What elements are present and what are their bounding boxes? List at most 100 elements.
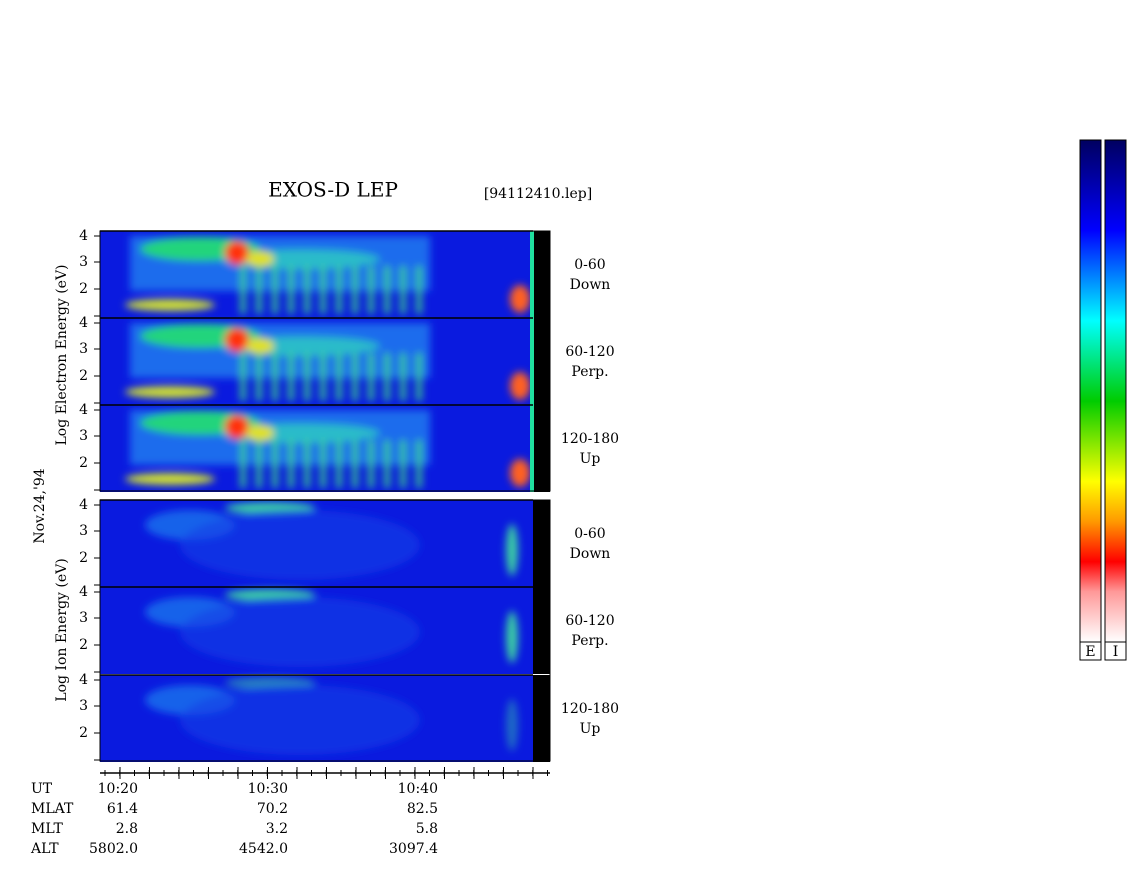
panel-dark-strip — [533, 405, 550, 492]
feature — [336, 266, 342, 314]
y-tick-label: 2 — [79, 550, 88, 566]
ion-axis-label: Log Ion Energy (eV) — [54, 558, 70, 701]
feature — [240, 266, 246, 314]
panel-direction: Down — [570, 546, 611, 562]
feature — [336, 353, 342, 401]
panel-dark-strip — [533, 587, 550, 674]
feature — [510, 459, 530, 487]
feature — [256, 266, 262, 314]
y-tick-label: 3 — [79, 610, 88, 626]
row-value: 70.2 — [257, 801, 288, 817]
y-tick-label: 3 — [79, 428, 88, 444]
row-value: 4542.0 — [239, 841, 288, 857]
feature — [246, 251, 274, 267]
feature — [125, 299, 215, 311]
y-tick-label: 3 — [79, 523, 88, 539]
feature — [506, 611, 518, 663]
feature — [272, 266, 278, 314]
row-label: MLAT — [31, 801, 74, 817]
group-border — [99, 230, 551, 492]
y-tick-label: 2 — [79, 455, 88, 471]
feature — [225, 328, 249, 352]
feature — [125, 386, 215, 398]
colorbar — [1079, 139, 1102, 643]
panel-angle: 60-120 — [565, 344, 614, 360]
feature — [320, 266, 326, 314]
feature — [246, 338, 274, 354]
y-tick-label: 2 — [79, 368, 88, 384]
feature — [288, 353, 294, 401]
feature — [384, 440, 390, 488]
feature — [256, 440, 262, 488]
panel-direction: Down — [570, 277, 611, 293]
spectrograms: 2 3 4 0-60 Down 2 3 4 60-120 Perp. 2 3 4 120-180 Up 2 3 4… — [79, 228, 619, 762]
feature — [352, 266, 358, 314]
row-value: 5.8 — [416, 821, 438, 837]
colorbar-label-box — [1104, 641, 1127, 661]
y-tick-label: 4 — [79, 228, 88, 244]
y-tick-label: 2 — [79, 725, 88, 741]
panel-angle: 0-60 — [574, 526, 605, 542]
feature — [304, 266, 310, 314]
feature — [272, 440, 278, 488]
feature — [225, 415, 249, 439]
feature — [368, 440, 374, 488]
feature — [400, 353, 406, 401]
y-tick-label: 4 — [79, 584, 88, 600]
panel-angle: 120-180 — [561, 701, 619, 717]
feature — [288, 266, 294, 314]
colorbar-label: E — [1085, 644, 1095, 660]
feature — [320, 353, 326, 401]
feature — [506, 699, 518, 751]
spectrum-features — [125, 236, 530, 314]
feature — [400, 266, 406, 314]
y-tick-label: 2 — [79, 281, 88, 297]
row-value: 3097.4 — [389, 841, 438, 857]
feature — [304, 353, 310, 401]
spectrum-features — [125, 410, 530, 488]
row-value: 2.8 — [116, 821, 138, 837]
y-tick-label: 3 — [79, 341, 88, 357]
row-value: 3.2 — [266, 821, 288, 837]
spectrum-features — [145, 589, 518, 667]
panel-direction: Perp. — [571, 633, 608, 649]
panel-direction: Perp. — [571, 364, 608, 380]
electron-axis-label: Log Electron Energy (eV) — [54, 264, 70, 445]
feature — [246, 425, 274, 441]
row-value: 82.5 — [407, 801, 438, 817]
panel-angle: 120-180 — [561, 431, 619, 447]
panel-dark-strip — [533, 675, 550, 762]
feature — [416, 353, 422, 401]
feature — [510, 285, 530, 313]
panel-edge — [530, 231, 534, 318]
y-tick-label: 4 — [79, 315, 88, 331]
feature — [400, 440, 406, 488]
feature — [180, 510, 420, 580]
y-tick-label: 3 — [79, 254, 88, 270]
row-value: 5802.0 — [89, 841, 138, 857]
title: EXOS-D LEP — [268, 178, 398, 202]
panel-dark-strip — [533, 500, 550, 587]
feature — [320, 440, 326, 488]
feature — [304, 440, 310, 488]
feature — [510, 372, 530, 400]
feature — [368, 266, 374, 314]
panel-edge — [530, 318, 534, 405]
feature — [416, 266, 422, 314]
spectrum-features — [145, 677, 518, 755]
y-tick-label: 4 — [79, 497, 88, 513]
panel-edge — [530, 405, 534, 492]
y-tick-label: 4 — [79, 672, 88, 688]
feature — [288, 440, 294, 488]
row-value: 10:40 — [398, 781, 438, 797]
feature — [125, 473, 215, 485]
feature — [256, 353, 262, 401]
row-label: MLT — [31, 821, 63, 837]
spectrum-features — [125, 323, 530, 401]
row-label: ALT — [30, 841, 59, 857]
feature — [416, 440, 422, 488]
feature — [384, 266, 390, 314]
group-border — [99, 499, 551, 762]
panel-direction: Up — [580, 721, 601, 737]
